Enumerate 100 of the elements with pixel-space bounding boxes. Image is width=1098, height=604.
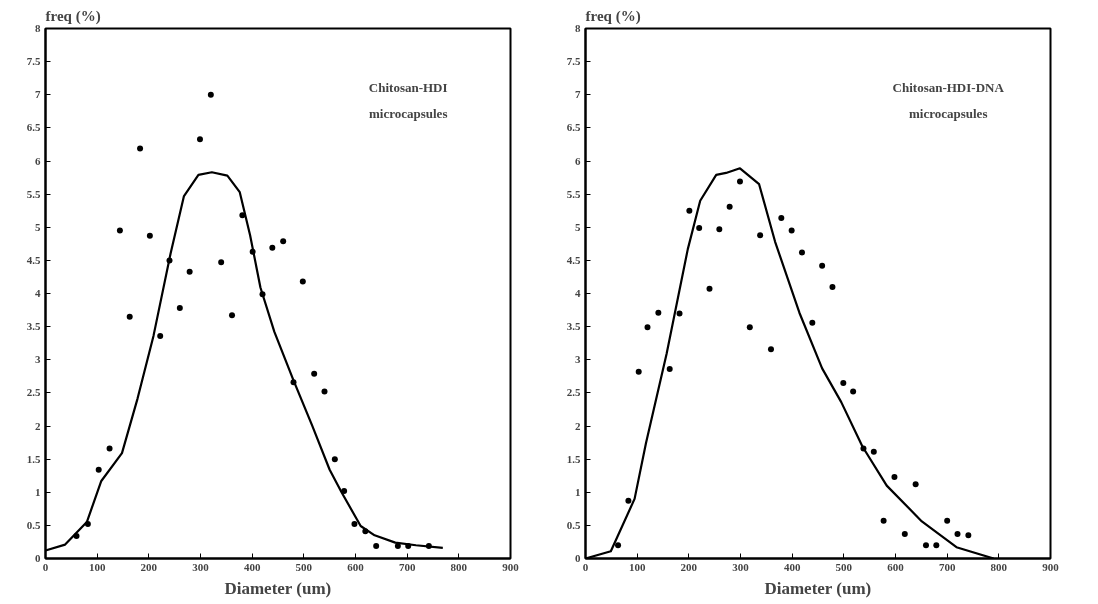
point <box>788 227 795 234</box>
annotation: Chitosan-HDI-DNA microcapsules <box>892 79 1005 122</box>
point <box>259 291 266 298</box>
y-tick-label: 0.5 <box>26 518 41 531</box>
y-tick-label: 6.5 <box>26 121 41 134</box>
point <box>746 324 753 331</box>
point <box>870 448 877 455</box>
x-tick-label: 200 <box>680 560 698 573</box>
x-tick-label: 700 <box>398 560 416 573</box>
point <box>778 214 785 221</box>
point <box>146 232 153 239</box>
y-tick-label: 3 <box>35 353 41 366</box>
y-tick-label: 4.5 <box>566 253 581 266</box>
point <box>299 278 306 285</box>
point <box>95 466 102 473</box>
x-tick-label: 100 <box>628 560 646 573</box>
x-tick-label: 800 <box>450 560 468 573</box>
point <box>331 456 338 463</box>
x-tick-label: 400 <box>783 560 801 573</box>
y-tick-label: 8 <box>575 22 581 34</box>
y-tick-label: 3 <box>575 353 581 366</box>
y-tick-label: 7.5 <box>26 55 41 68</box>
point <box>311 370 318 377</box>
point <box>819 262 826 269</box>
point <box>405 542 412 549</box>
point <box>676 310 683 317</box>
point <box>850 388 857 395</box>
point <box>218 259 225 266</box>
point <box>351 521 358 528</box>
y-tick-label: 0.5 <box>566 518 581 531</box>
x-tick-label: 800 <box>990 560 1008 573</box>
y-tick-label: 7 <box>35 88 41 101</box>
point <box>362 528 369 535</box>
point <box>290 379 297 386</box>
point <box>736 178 743 185</box>
point <box>655 309 662 316</box>
y-tick-label: 6.5 <box>566 121 581 134</box>
point <box>84 521 91 528</box>
point <box>767 346 774 353</box>
y-tick-label: 1.5 <box>566 452 581 465</box>
point <box>860 445 867 452</box>
point <box>901 530 908 537</box>
point <box>635 368 642 375</box>
point <box>922 542 929 549</box>
point <box>944 517 951 524</box>
y-tick-label: 2.5 <box>26 386 41 399</box>
point <box>196 136 203 143</box>
point <box>116 227 123 234</box>
point <box>706 285 713 292</box>
point <box>137 145 144 152</box>
point <box>321 388 328 395</box>
y-tick-label: 5 <box>575 220 581 233</box>
point <box>798 249 805 256</box>
point <box>644 324 651 331</box>
y-tick-label: 7 <box>575 88 581 101</box>
y-axis-title: freq (%) <box>45 7 101 25</box>
point <box>891 474 898 481</box>
x-tick-label: 900 <box>502 560 520 573</box>
point <box>625 497 632 504</box>
point <box>106 445 113 452</box>
point <box>157 332 164 339</box>
x-tick-label: 400 <box>243 560 261 573</box>
y-tick-label: 1 <box>35 485 41 498</box>
y-tick-label: 5.5 <box>26 187 41 200</box>
x-axis-title: Diameter (um) <box>224 578 332 598</box>
point <box>880 517 887 524</box>
point <box>341 487 348 494</box>
point <box>912 481 919 488</box>
point <box>207 91 214 98</box>
point <box>615 542 622 549</box>
point <box>176 305 183 312</box>
y-tick-label: 0 <box>35 552 41 564</box>
x-axis-title: Diameter (um) <box>764 578 872 598</box>
point <box>126 313 133 320</box>
y-tick-label: 7.5 <box>566 55 581 68</box>
point <box>933 542 940 549</box>
y-tick-label: 4 <box>35 287 41 299</box>
annotation: Chitosan-HDI microcapsules <box>368 79 448 122</box>
point <box>686 207 693 214</box>
point <box>425 542 432 549</box>
y-tick-label: 2 <box>575 419 581 432</box>
x-tick-label: 100 <box>88 560 106 573</box>
y-axis-title: freq (%) <box>585 7 641 25</box>
y-tick-label: 4.5 <box>26 253 41 266</box>
y-tick-label: 0 <box>575 552 581 564</box>
point <box>726 203 733 210</box>
x-tick-label: 600 <box>347 560 365 573</box>
y-tick-label: 8 <box>35 22 41 34</box>
y-tick-label: 4 <box>575 287 581 299</box>
y-tick-label: 2.5 <box>566 386 581 399</box>
point <box>954 530 961 537</box>
point <box>166 257 173 264</box>
point <box>829 283 836 290</box>
point <box>716 226 723 233</box>
y-tick-label: 5 <box>35 220 41 233</box>
x-tick-label: 200 <box>140 560 158 573</box>
point <box>840 379 847 386</box>
y-tick-label: 5.5 <box>566 187 581 200</box>
y-tick-label: 2 <box>35 419 41 432</box>
point <box>249 248 256 255</box>
